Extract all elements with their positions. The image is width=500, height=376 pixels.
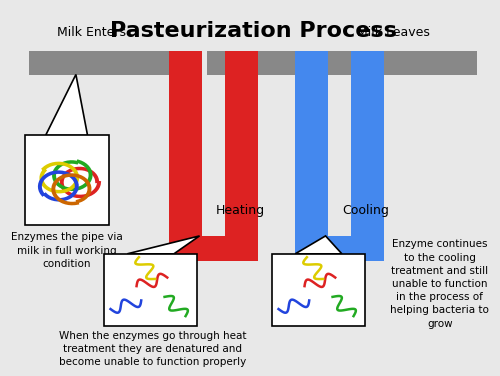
- Polygon shape: [46, 74, 88, 135]
- Text: Enzyme continues
to the cooling
treatment and still
unable to function
in the pr: Enzyme continues to the cooling treatmen…: [390, 240, 490, 329]
- Text: Heating: Heating: [216, 204, 265, 217]
- Bar: [295, 236, 384, 261]
- FancyBboxPatch shape: [314, 51, 477, 74]
- Bar: [169, 51, 202, 261]
- Bar: [169, 236, 258, 261]
- Text: Milk Enters: Milk Enters: [57, 26, 126, 39]
- Bar: [24, 135, 108, 225]
- Bar: [104, 254, 197, 326]
- Polygon shape: [127, 236, 200, 254]
- Text: Cooling: Cooling: [342, 204, 389, 217]
- Bar: [351, 51, 384, 261]
- Bar: [225, 51, 258, 261]
- Text: Enzymes the pipe via
milk in full working
condition: Enzymes the pipe via milk in full workin…: [10, 232, 122, 269]
- Bar: [295, 51, 328, 261]
- FancyBboxPatch shape: [206, 51, 309, 74]
- Text: Pasteurization Process: Pasteurization Process: [110, 21, 397, 41]
- Text: When the enzymes go through heat
treatment they are denatured and
become unable : When the enzymes go through heat treatme…: [59, 331, 246, 367]
- Polygon shape: [295, 236, 342, 254]
- Text: Milk Leaves: Milk Leaves: [357, 26, 430, 39]
- Bar: [272, 254, 365, 326]
- FancyBboxPatch shape: [29, 51, 202, 74]
